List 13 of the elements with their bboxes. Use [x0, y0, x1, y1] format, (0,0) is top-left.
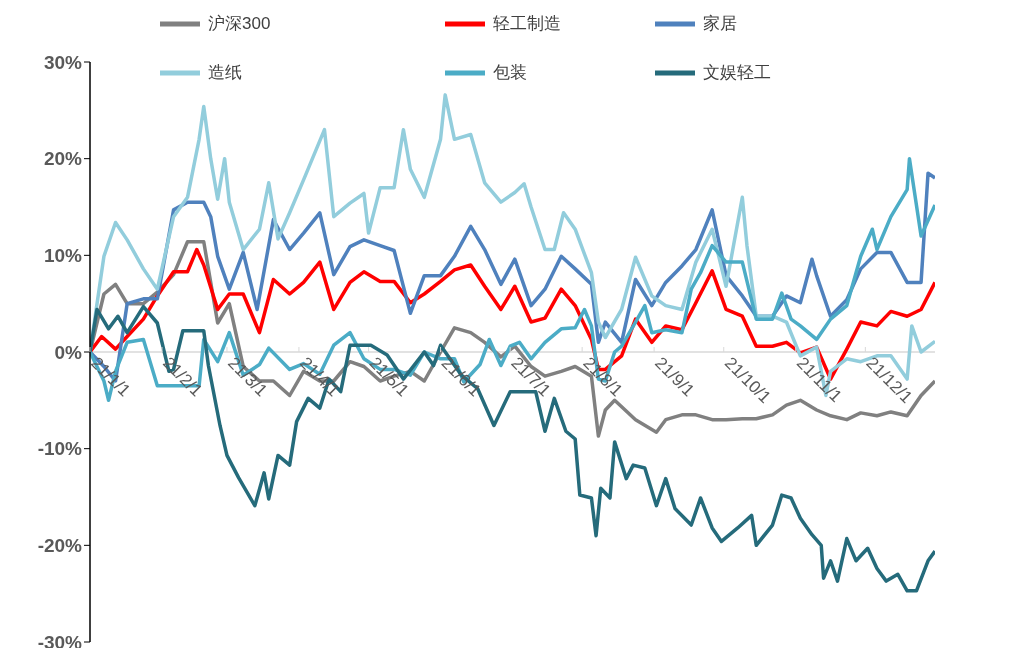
legend-label: 沪深300 — [208, 13, 271, 35]
y-tick-label: 30% — [43, 51, 83, 73]
y-tick-label: -30% — [37, 631, 83, 653]
y-tick-label: 10% — [43, 245, 83, 267]
legend-label: 文娱轻工 — [703, 62, 771, 84]
legend-label: 包装 — [493, 62, 527, 84]
legend-label: 轻工制造 — [493, 13, 561, 35]
y-tick-label: 0% — [54, 341, 83, 363]
y-tick-label: 20% — [43, 148, 83, 170]
y-tick-label: -20% — [37, 535, 83, 557]
y-tick-label: -10% — [37, 438, 83, 460]
legend-label: 造纸 — [208, 62, 242, 84]
legend-label: 家居 — [703, 13, 737, 35]
